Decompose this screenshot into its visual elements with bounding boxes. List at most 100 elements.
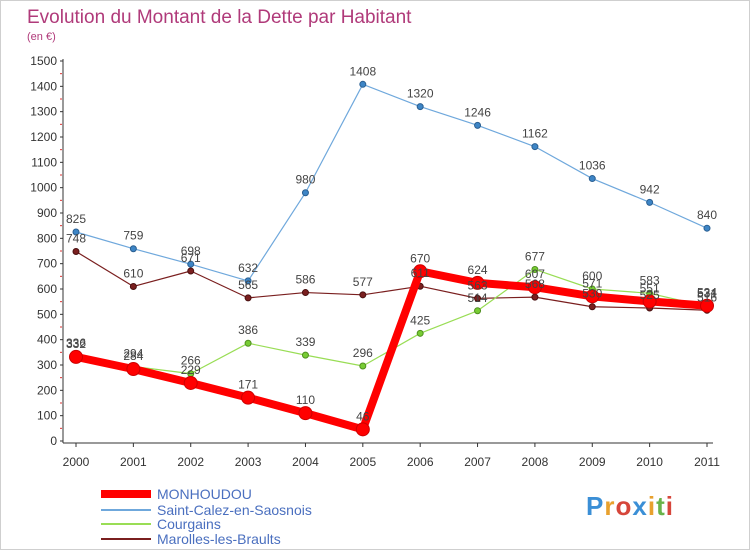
data-point [183,375,198,390]
x-tick-label: 2003 [235,455,262,469]
legend-item-courgains: Courgains [101,516,221,532]
y-tick-label: 100 [37,409,57,423]
y-tick-label: 200 [37,383,57,397]
data-label: 336 [66,336,86,350]
data-label: 677 [525,249,545,263]
data-label: 551 [640,281,660,295]
data-point [474,307,482,315]
data-point [241,390,256,405]
legend-label: MONHOUDOU [157,486,252,502]
data-point [642,294,657,309]
data-label: 332 [66,337,86,351]
data-label: 516 [697,290,717,304]
y-tick-label: 1000 [30,181,57,195]
x-tick-label: 2005 [349,455,376,469]
legend-item-monhoudou: MONHOUDOU [101,486,252,502]
data-point [585,289,600,304]
legend-label: Courgains [157,516,221,532]
data-point [69,349,83,364]
data-point [359,362,367,370]
x-tick-label: 2004 [292,455,319,469]
data-point [129,282,137,290]
x-tick-label: 2000 [63,455,90,469]
data-point [646,198,654,206]
data-label: 531 [697,286,717,300]
y-tick-label: 1500 [30,54,57,68]
proxiti-logo: Proxiti [586,491,674,521]
y-tick-label: 1300 [30,105,57,119]
data-point [126,362,141,377]
data-label: 1246 [464,105,491,119]
legend-label: Marolles-les-Braults [157,531,281,547]
data-label: 611 [411,266,430,280]
data-point [531,265,539,273]
data-point [700,298,714,313]
y-tick-label: 300 [37,358,57,372]
data-point [301,189,309,197]
data-label: 568 [525,277,545,291]
data-label: 586 [295,273,315,287]
data-point [129,245,137,253]
y-tick-label: 1100 [31,155,57,169]
legend-item-marolles: Marolles-les-Braults [101,531,281,547]
series-line-3 [75,250,708,311]
legend-swatch [101,523,151,525]
data-label: 229 [181,363,201,377]
y-tick-label: 700 [37,257,57,271]
data-label: 980 [295,173,315,187]
x-tick-label: 2006 [407,455,434,469]
data-label: 386 [238,323,258,337]
data-label: 565 [238,278,258,292]
data-point [588,303,596,311]
data-point [187,267,195,275]
data-label: 514 [468,291,488,305]
data-point [298,406,313,421]
data-point [413,264,428,279]
data-label: 632 [238,261,258,275]
data-point [359,80,367,88]
data-point [588,175,596,183]
data-label: 583 [640,273,660,287]
x-tick-label: 2010 [636,455,663,469]
data-point [474,294,482,302]
data-label: 1036 [579,159,606,173]
data-label: 171 [238,378,258,392]
y-tick-label: 0 [50,434,57,448]
data-label: 698 [181,244,201,258]
data-label: 671 [181,251,201,265]
legend-item-saint-calez: Saint-Calez-en-Saosnois [101,502,312,518]
data-label: 46 [356,409,370,423]
data-label: 577 [353,275,373,289]
data-label: 607 [525,267,545,281]
data-point [703,224,711,232]
data-label: 942 [640,182,660,196]
x-tick-label: 2011 [694,455,720,469]
y-tick-label: 1400 [30,79,57,93]
data-point [416,329,424,337]
data-label: 425 [410,313,430,327]
data-point [301,289,309,297]
data-point [187,260,195,268]
data-label: 296 [353,346,373,360]
y-tick-label: 500 [37,307,57,321]
data-label: 1162 [522,127,548,141]
y-tick-label: 1200 [30,130,57,144]
y-tick-label: 400 [37,333,57,347]
legend-swatch [101,509,151,511]
data-label: 339 [295,335,315,349]
legend-swatch [101,538,151,540]
data-point [531,143,539,151]
data-label: 525 [640,288,660,302]
chart-title: Evolution du Montant de la Dette par Hab… [27,7,412,28]
data-label: 534 [697,286,717,300]
data-label: 1320 [407,87,434,101]
data-point [244,339,252,347]
data-point [527,280,542,295]
x-tick-label: 2007 [464,455,491,469]
x-tick-label: 2002 [177,455,204,469]
y-tick-label: 800 [37,231,57,245]
chart-subtitle: (en €) [27,31,56,43]
legend-swatch [101,490,151,498]
